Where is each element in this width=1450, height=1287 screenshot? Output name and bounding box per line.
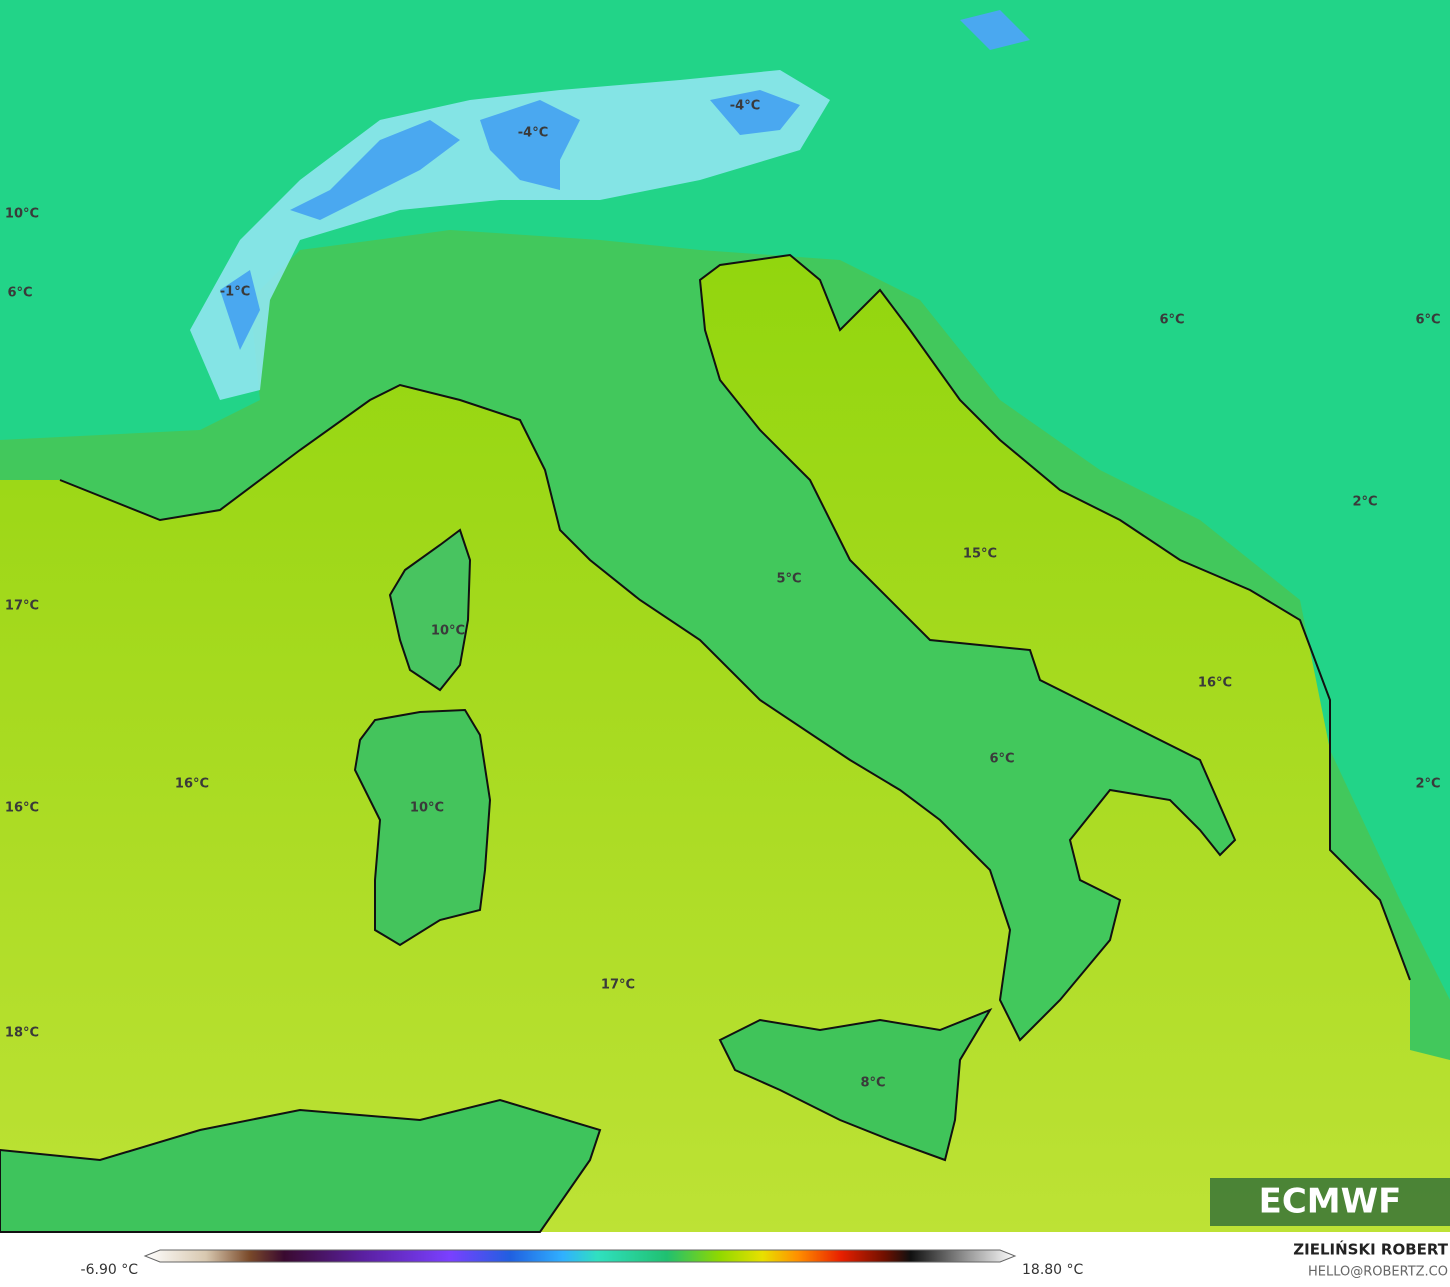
temp-label: 6°C (1159, 313, 1184, 328)
corsica (388, 528, 472, 692)
sardinia (353, 708, 492, 947)
temp-label: 16°C (1198, 676, 1232, 691)
temp-label: 6°C (989, 752, 1014, 767)
temp-label: 5°C (776, 572, 801, 587)
map-area: -4°C -4°C 10°C 6°C -1°C 6°C 6°C 2°C 15°C 5°C 17°C 1… (0, 0, 1450, 1233)
credit-name: ZIELIŃSKI ROBERT (1293, 1240, 1448, 1259)
colorbar: -6.90 °C 18.80 °C (81, 1249, 1084, 1278)
temp-label: 2°C (1415, 777, 1440, 792)
temp-label: 16°C (5, 801, 39, 816)
credit-email: HELLO@ROBERTZ.CO (1308, 1265, 1448, 1280)
temp-label: 6°C (7, 286, 32, 301)
north-band (0, 0, 1450, 1000)
temp-label: -4°C (518, 126, 548, 141)
temp-label: 10°C (431, 624, 465, 639)
temp-label: -4°C (730, 99, 760, 114)
temp-label: 16°C (175, 777, 209, 792)
temp-label: 10°C (410, 801, 444, 816)
sicily (718, 1007, 993, 1162)
temp-label: 6°C (1415, 313, 1440, 328)
max-label: 18.80 °C (1022, 1262, 1084, 1278)
temp-label: 10°C (5, 207, 39, 222)
temp-label: 2°C (1352, 495, 1377, 510)
temp-label: 17°C (5, 599, 39, 614)
min-label: -6.90 °C (81, 1262, 139, 1278)
temp-label: 15°C (963, 547, 997, 562)
alps-blue (220, 10, 1030, 350)
alps-cold (190, 70, 830, 400)
logo: ECMWF (1259, 1182, 1402, 1222)
temperature-labels: -4°C -4°C 10°C 6°C -1°C 6°C 6°C 2°C 15°C 5°C 17°C 1… (5, 99, 1441, 1091)
temp-label: -1°C (220, 285, 250, 300)
temp-label: 18°C (5, 1026, 39, 1041)
logo-box (1210, 1178, 1450, 1226)
coastline (59, 253, 1411, 1042)
temp-label: 17°C (601, 978, 635, 993)
temp-label: 8°C (860, 1076, 885, 1091)
colorbar-ramp (143, 1249, 1017, 1263)
north-africa (0, 1098, 602, 1233)
